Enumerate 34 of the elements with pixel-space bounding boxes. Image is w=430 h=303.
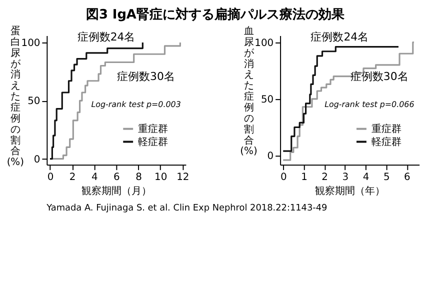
x-tick-label: 4 — [362, 172, 370, 184]
y-tick-label: 100 — [21, 38, 40, 49]
x-axis-title: 観察期間（年） — [315, 184, 386, 197]
x-tick-label: 2 — [69, 172, 76, 184]
x-tick-label: 3 — [342, 172, 349, 184]
x-tick-label: 0 — [47, 172, 54, 184]
x-tick-label: 2 — [322, 172, 328, 184]
y-tick-label: 50 — [28, 96, 40, 108]
legend-label: 重症群 — [138, 122, 168, 135]
x-tick-label: 6 — [114, 172, 120, 184]
legend-label: 軽症群 — [138, 136, 168, 148]
annotation: 症例数24名 — [77, 30, 136, 44]
x-tick-label: 0 — [280, 172, 287, 184]
y-tick-label: 0 — [34, 154, 40, 166]
x-tick-label: 1 — [301, 172, 308, 184]
text: Yamada A. Fujinaga S. et al. Clin Exp Nephrol 2018.22:1143-49 — [46, 203, 328, 214]
annotation: Log-rank test p=0.066 — [324, 100, 414, 110]
annotation: Log-rank test p=0.003 — [91, 100, 181, 110]
y-tick-label: 100 — [254, 38, 274, 49]
text: 図3 IgA腎症に対する扁摘パルス療法の効果 — [86, 6, 346, 23]
x-tick-label: 10 — [154, 172, 168, 184]
y-tick-label: 0 — [267, 151, 274, 162]
x-tick-label: 12 — [176, 172, 190, 184]
annotation: 症例数24名 — [310, 30, 369, 44]
x-axis-title: 観察期間（月） — [82, 184, 152, 197]
y-tick-label: 50 — [260, 94, 274, 106]
legend-label: 重症群 — [371, 122, 402, 135]
annotation: 症例数30名 — [350, 70, 408, 84]
x-tick-label: 4 — [91, 172, 98, 184]
x-tick-label: 6 — [404, 172, 410, 184]
x-tick-label: 5 — [383, 172, 390, 184]
annotation: 症例数30名 — [117, 70, 175, 84]
x-tick-label: 8 — [136, 172, 142, 184]
legend-label: 軽症群 — [371, 136, 402, 148]
